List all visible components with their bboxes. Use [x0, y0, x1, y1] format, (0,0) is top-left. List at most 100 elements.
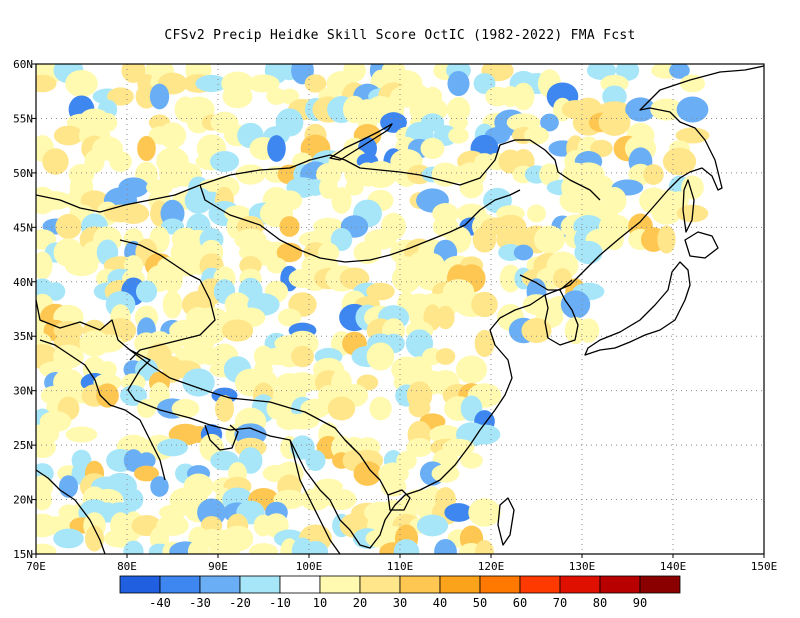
- skill-patch: [248, 543, 279, 554]
- skill-patch: [157, 438, 188, 457]
- lon-tick-label: 90E: [208, 560, 228, 573]
- skill-patch: [533, 225, 566, 254]
- skill-patch: [475, 539, 494, 554]
- skill-patch: [598, 109, 631, 136]
- skill-patch: [448, 114, 469, 131]
- skill-patch: [162, 264, 183, 293]
- colorbar-label: 50: [473, 596, 487, 610]
- skill-patch: [195, 74, 228, 93]
- skill-patch: [436, 305, 455, 330]
- skill-patch: [540, 113, 559, 132]
- colorbar-swatch: [359, 575, 401, 594]
- colorbar-label: 60: [513, 596, 527, 610]
- skill-shading-layer: [36, 64, 710, 554]
- skill-patch: [393, 539, 420, 554]
- map-title: CFSv2 Precip Heidke Skill Score OctIC (1…: [164, 28, 636, 43]
- colorbar-swatch: [399, 575, 441, 594]
- skill-patch: [651, 202, 682, 225]
- skill-patch: [391, 264, 422, 293]
- skill-patch: [429, 425, 462, 444]
- skill-patch: [137, 452, 156, 469]
- lat-lon-grid: [36, 64, 764, 554]
- skill-patch: [39, 191, 72, 210]
- skill-patch: [468, 424, 501, 445]
- skill-patch: [527, 204, 546, 223]
- colorbar-swatch: [279, 575, 321, 594]
- skill-patch: [123, 449, 144, 472]
- skill-patch: [279, 88, 300, 105]
- skill-patch: [420, 137, 445, 160]
- skill-patch: [305, 449, 326, 472]
- skill-patch: [459, 176, 484, 199]
- lat-tick-label: 40N: [13, 276, 33, 289]
- skill-patch: [471, 291, 498, 318]
- skill-patch: [434, 538, 457, 554]
- lat-tick-label: 20N: [13, 494, 33, 507]
- skill-patch: [135, 280, 158, 303]
- skill-patch: [209, 538, 240, 554]
- lon-tick-label: 150E: [751, 560, 778, 573]
- skill-patch: [416, 514, 449, 537]
- skill-patch: [209, 150, 240, 173]
- skill-patch: [330, 227, 353, 252]
- colorbar-label: -30: [189, 596, 211, 610]
- border-outline: [36, 139, 601, 554]
- skill-patch: [53, 125, 84, 146]
- colorbar-label: 20: [353, 596, 367, 610]
- skill-patch: [247, 74, 280, 93]
- skill-patch: [406, 438, 433, 457]
- skill-patch: [662, 147, 697, 176]
- skill-patch: [182, 368, 215, 397]
- skill-patch: [55, 213, 82, 240]
- lat-tick-label: 45N: [13, 221, 33, 234]
- skill-patch: [107, 87, 134, 106]
- skill-patch: [146, 179, 173, 196]
- skill-patch: [291, 345, 314, 368]
- skill-patch: [455, 355, 488, 384]
- skill-patch: [235, 164, 266, 185]
- skill-patch: [446, 97, 471, 122]
- skill-patch: [605, 228, 624, 251]
- skill-patch: [58, 475, 79, 498]
- skill-patch: [117, 203, 150, 224]
- skill-patch: [45, 282, 66, 301]
- skill-patch: [431, 464, 460, 483]
- lat-tick-label: 35N: [13, 330, 33, 343]
- lat-tick-labels: 60N 55N 50N 45N 40N 35N 30N 25N 20N 15N: [13, 58, 36, 561]
- skill-patch: [366, 342, 395, 371]
- skill-patch: [36, 488, 52, 511]
- skill-patch: [279, 216, 300, 237]
- coastline-outline: [36, 65, 764, 554]
- skill-patch: [267, 135, 286, 162]
- skill-patch: [676, 96, 709, 123]
- skill-patch: [36, 251, 53, 280]
- colorbar-label: 80: [593, 596, 607, 610]
- colorbar: -40 -30 -20 -10 10 20 30 40 50 60 70 80 90: [119, 575, 681, 610]
- colorbar-swatch: [119, 575, 161, 594]
- lat-tick-label: 25N: [13, 439, 33, 452]
- skill-patch: [513, 244, 534, 261]
- colorbar-swatch: [559, 575, 601, 594]
- skill-patch: [137, 399, 156, 418]
- skill-patch: [577, 318, 600, 343]
- skill-patch: [150, 476, 169, 497]
- skill-patch: [91, 334, 124, 353]
- colorbar-label: -40: [149, 596, 171, 610]
- lon-tick-label: 140E: [660, 560, 687, 573]
- skill-patch: [134, 465, 159, 482]
- skill-patch: [380, 476, 407, 497]
- skill-patch: [345, 179, 364, 196]
- skill-patch: [435, 348, 456, 365]
- colorbar-label: -10: [269, 596, 291, 610]
- skill-patch: [468, 498, 501, 527]
- skill-patch: [171, 399, 200, 418]
- skill-patch: [460, 452, 483, 469]
- skill-patch: [539, 163, 560, 186]
- skill-patch: [447, 70, 470, 97]
- lat-tick-label: 50N: [13, 167, 33, 180]
- colorbar-label: 90: [633, 596, 647, 610]
- colorbar-swatch: [639, 575, 681, 594]
- skill-patch: [363, 160, 398, 189]
- colorbar-label: -20: [229, 596, 251, 610]
- skill-patch: [221, 319, 254, 342]
